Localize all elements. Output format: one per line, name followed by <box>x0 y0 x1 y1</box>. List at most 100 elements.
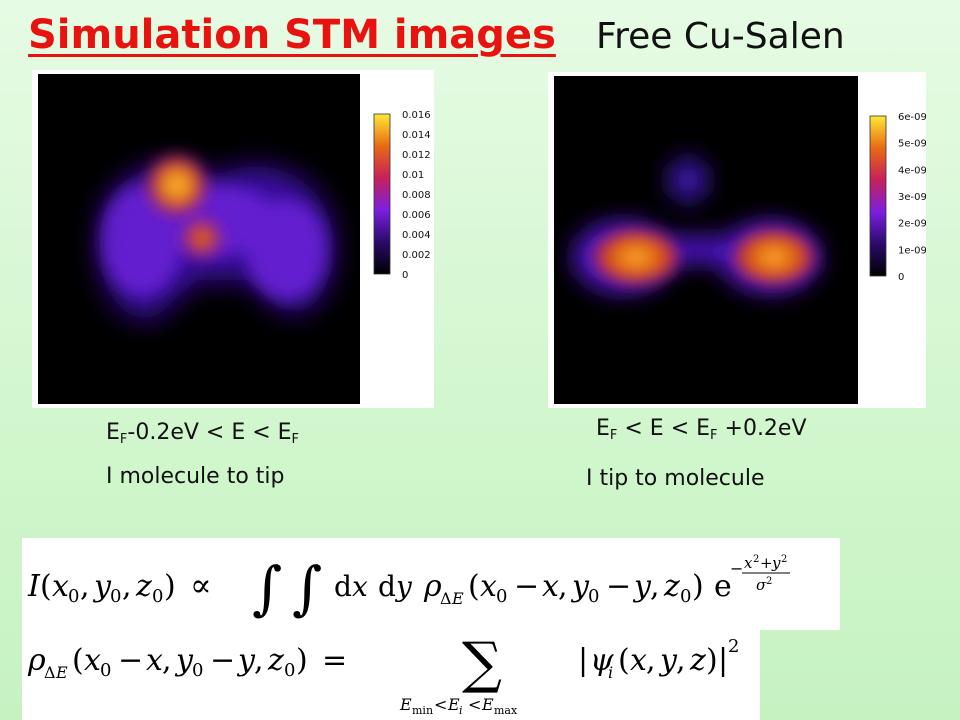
svg-text:i: i <box>608 663 613 682</box>
svg-text:): ) <box>706 643 718 678</box>
right-colorbar-tick-label: 6e-09 <box>898 112 926 123</box>
right-stm-density-map <box>573 158 820 293</box>
left-colorbar-tick-label: 0.002 <box>402 250 431 261</box>
svg-text:0: 0 <box>496 586 507 607</box>
svg-text:y: y <box>236 643 256 678</box>
svg-text:(: ( <box>468 569 480 604</box>
svg-text:ρ: ρ <box>27 643 46 678</box>
svg-text:∫: ∫ <box>252 554 282 622</box>
right-colorbar-tick-label: 3e-09 <box>898 192 926 203</box>
left-current-caption: I molecule to tip <box>106 464 285 489</box>
svg-text:0: 0 <box>588 586 599 607</box>
svg-text:∑: ∑ <box>462 631 502 696</box>
svg-text:∝: ∝ <box>190 566 212 604</box>
svg-text:x: x <box>744 554 753 572</box>
svg-text:x: x <box>84 643 101 678</box>
svg-text:max: max <box>494 704 518 717</box>
svg-text:x: x <box>480 569 497 604</box>
right-colorbar-tick-label: 4e-09 <box>898 165 926 176</box>
svg-text:I: I <box>27 569 41 604</box>
left-stm-density-map <box>99 153 333 320</box>
svg-text:y: y <box>771 554 781 572</box>
slide-title: Simulation STM images <box>28 12 556 58</box>
svg-text:,: , <box>254 643 264 678</box>
svg-text:d: d <box>378 570 396 603</box>
density-sum-equation: ρ Δ E ( x 0 − x , y 0 − y , z 0 ) = ∑ E … <box>22 630 760 720</box>
svg-text:,: , <box>558 569 568 604</box>
right-colorbar-tick-label: 2e-09 <box>898 219 926 230</box>
svg-text:<: < <box>434 695 447 714</box>
right-energy-caption: EF < E < EF +0.2eV <box>596 416 807 443</box>
right-colorbar-tick-label: 5e-09 <box>898 139 926 150</box>
left-colorbar-tick-label: 0.008 <box>402 190 431 201</box>
svg-text:,: , <box>676 643 686 678</box>
svg-text:): ) <box>296 643 308 678</box>
svg-text:Δ: Δ <box>440 589 452 608</box>
svg-text:): ) <box>164 569 176 604</box>
svg-text:,: , <box>162 643 172 678</box>
right-stm-image-panel: 6e-09 5e-09 4e-09 3e-09 2e-09 1e-09 0 <box>548 72 926 408</box>
svg-text:x: x <box>352 570 368 603</box>
svg-text:2: 2 <box>781 554 787 565</box>
svg-text:E: E <box>55 663 68 682</box>
svg-text:=: = <box>322 643 347 678</box>
left-colorbar-tick-label: 0.01 <box>402 170 424 181</box>
svg-text:+: + <box>760 554 773 572</box>
left-colorbar-tick-label: 0.014 <box>402 130 431 141</box>
svg-text:|: | <box>718 643 728 678</box>
svg-text:ψ: ψ <box>590 643 614 678</box>
svg-text:σ: σ <box>756 576 767 594</box>
svg-text:y: y <box>658 643 678 678</box>
svg-text:): ) <box>692 569 704 604</box>
left-stm-image-panel: 0.016 0.014 0.012 0.01 0.008 0.006 0.004 0.002 0 <box>32 70 434 408</box>
left-colorbar-tick-label: 0 <box>402 270 408 281</box>
right-colorbar <box>869 115 887 277</box>
svg-text:ρ: ρ <box>423 569 442 604</box>
left-colorbar-tick-label: 0.016 <box>402 110 431 121</box>
svg-text:0: 0 <box>152 586 163 607</box>
svg-text:|: | <box>578 643 588 678</box>
svg-text:x: x <box>146 643 163 678</box>
svg-text:z: z <box>663 569 680 604</box>
svg-text:y: y <box>632 569 652 604</box>
left-colorbar <box>373 113 391 275</box>
svg-text:−: − <box>730 559 743 578</box>
svg-text:0: 0 <box>284 660 295 681</box>
svg-text:x: x <box>542 569 559 604</box>
svg-text:,: , <box>122 569 132 604</box>
svg-text:x: x <box>52 569 69 604</box>
svg-text:z: z <box>267 643 284 678</box>
svg-text:Δ: Δ <box>44 663 56 682</box>
left-energy-caption: EF-0.2eV < E < EF <box>106 420 300 447</box>
svg-text:,: , <box>650 569 660 604</box>
svg-text:0: 0 <box>192 660 203 681</box>
svg-text:,: , <box>646 643 656 678</box>
right-colorbar-tick-label: 1e-09 <box>898 245 926 256</box>
left-colorbar-tick-label: 0.012 <box>402 150 431 161</box>
svg-text:<: < <box>468 695 481 714</box>
svg-text:(: ( <box>72 643 84 678</box>
svg-text:x: x <box>630 643 647 678</box>
left-colorbar-tick-label: 0.006 <box>402 210 431 221</box>
svg-text:2: 2 <box>753 554 759 565</box>
svg-text:−: − <box>210 643 235 678</box>
svg-text:−: − <box>118 643 143 678</box>
svg-text:0: 0 <box>68 586 79 607</box>
right-colorbar-tick-label: 0 <box>898 272 904 283</box>
svg-text:i: i <box>459 704 463 717</box>
svg-text:0: 0 <box>680 586 691 607</box>
svg-text:d: d <box>334 570 352 603</box>
svg-text:(: ( <box>40 569 52 604</box>
right-current-caption: I tip to molecule <box>586 466 765 491</box>
svg-text:E: E <box>399 695 412 714</box>
svg-text:y: y <box>174 643 194 678</box>
svg-text:0: 0 <box>110 586 121 607</box>
left-colorbar-tick-label: 0.004 <box>402 230 431 241</box>
svg-text:(: ( <box>618 643 630 678</box>
svg-text:E: E <box>447 695 460 714</box>
svg-text:2: 2 <box>766 576 772 587</box>
svg-text:−: − <box>606 569 631 604</box>
svg-text:E: E <box>481 695 494 714</box>
svg-text:min: min <box>412 704 433 717</box>
svg-text:y: y <box>570 569 590 604</box>
